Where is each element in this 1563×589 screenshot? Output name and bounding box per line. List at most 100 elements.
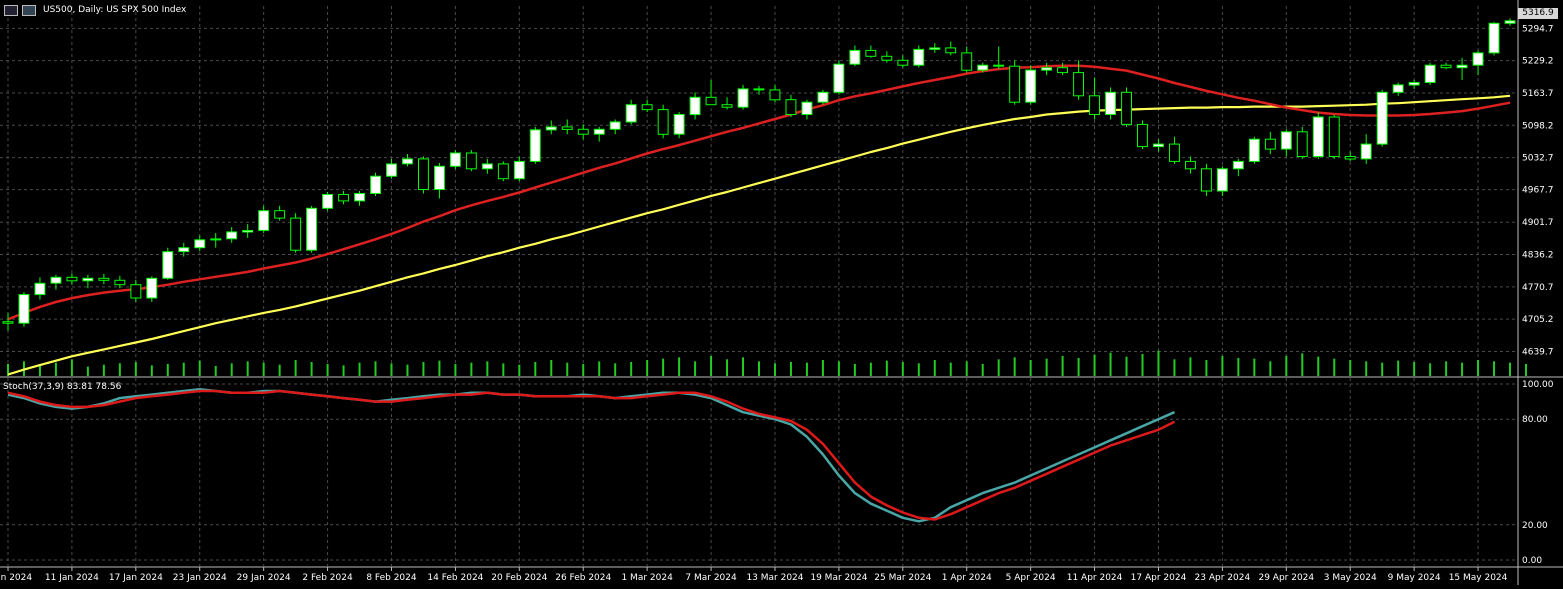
candle-body (338, 194, 350, 202)
time-tick-label: 25 Mar 2024 (874, 573, 931, 583)
candle-body (593, 128, 605, 135)
candle-body (897, 59, 909, 66)
candle-body (1073, 72, 1084, 97)
candle (130, 279, 142, 302)
candle-body (1296, 131, 1308, 158)
candle-body (1344, 156, 1356, 160)
candle (849, 45, 861, 67)
volume-bars (6, 350, 1527, 376)
candle-body (961, 52, 973, 71)
candle (913, 45, 925, 68)
candle-body (1009, 65, 1021, 103)
candle (1009, 60, 1021, 105)
time-tick-label: 29 Apr 2024 (1258, 573, 1314, 583)
candle (434, 162, 445, 199)
time-tick-label: 9 May 2024 (1388, 573, 1441, 583)
candle-body (1153, 143, 1164, 148)
candle (561, 119, 573, 135)
candle (322, 191, 334, 211)
candle (354, 191, 366, 206)
candle (497, 161, 509, 182)
candle (1408, 80, 1420, 89)
candle-body (449, 152, 461, 167)
candle-body (1504, 20, 1516, 24)
candle (1504, 18, 1516, 26)
candle-body (529, 129, 541, 162)
candle-body (370, 175, 382, 194)
candle-body (402, 158, 413, 165)
candle-body (817, 91, 829, 103)
candle-body (130, 284, 142, 299)
candle (721, 97, 733, 110)
price-tick-label: 4967.7 (1522, 186, 1554, 196)
candle (545, 120, 557, 135)
candle-body (50, 276, 62, 284)
candle-body (833, 63, 845, 93)
candle-body (434, 165, 445, 191)
candle (1296, 126, 1308, 159)
candle-body (258, 210, 270, 231)
trade-panel-icon[interactable] (22, 4, 36, 16)
candle (945, 41, 957, 56)
time-tick-label: 17 Jan 2024 (109, 573, 163, 583)
time-tick-label: 11 Jan 2024 (45, 573, 99, 583)
candle (1232, 158, 1244, 177)
candle-body (657, 109, 669, 135)
price-tick-label: 5294.7 (1522, 24, 1554, 34)
candle-body (1328, 116, 1340, 157)
candle-body (577, 128, 589, 135)
candle (178, 242, 190, 257)
candle (1073, 60, 1084, 100)
candle-body (689, 96, 701, 116)
candle (258, 205, 270, 233)
candle-body (210, 238, 222, 241)
candle (1456, 57, 1468, 80)
price-tick-label: 5229.2 (1522, 57, 1554, 67)
candle-body (82, 277, 94, 282)
candle (1472, 50, 1484, 76)
candle-body (1137, 123, 1148, 148)
candle-body (721, 104, 733, 108)
candle (162, 247, 174, 280)
candle-body (418, 158, 429, 190)
price-tick-label: 4705.2 (1522, 315, 1554, 325)
candle (114, 275, 126, 289)
time-tick-label: 8 Feb 2024 (366, 573, 417, 583)
candle-body (1472, 52, 1484, 66)
stoch-signal-line (7, 389, 1176, 521)
ma-slow-line (7, 94, 1511, 376)
candle-body (194, 239, 206, 249)
candle-body (625, 104, 637, 123)
candle (1201, 163, 1212, 196)
time-tick-label: 23 Jan 2024 (173, 573, 227, 583)
candle (1105, 87, 1116, 120)
candle-body (162, 251, 174, 279)
time-tick-label: 20 Feb 2024 (491, 573, 547, 583)
candle-body (737, 88, 749, 108)
candle (465, 150, 477, 172)
chart-window-icon[interactable] (4, 4, 18, 16)
candle (50, 274, 62, 290)
candle (673, 112, 685, 139)
candle-body (753, 88, 765, 91)
candle (657, 104, 669, 139)
time-tick-label: 7 Mar 2024 (685, 573, 737, 583)
time-tick-label: 2 Feb 2024 (302, 573, 353, 583)
candle (1360, 134, 1372, 164)
candle (1392, 82, 1404, 96)
candle-body (2, 321, 14, 324)
candle (2, 312, 14, 331)
time-tick-label: 11 Apr 2024 (1067, 573, 1123, 583)
time-tick-label: 26 Feb 2024 (555, 573, 611, 583)
stoch-main-line (7, 388, 1176, 523)
candle-body (34, 282, 46, 296)
candle-body (1041, 67, 1053, 71)
time-tick-label: 5 Jan 2024 (0, 573, 32, 583)
candle (785, 94, 797, 117)
candle-body (545, 126, 557, 131)
candle-body (18, 294, 30, 324)
candle-body (226, 231, 238, 240)
candle (753, 85, 765, 95)
